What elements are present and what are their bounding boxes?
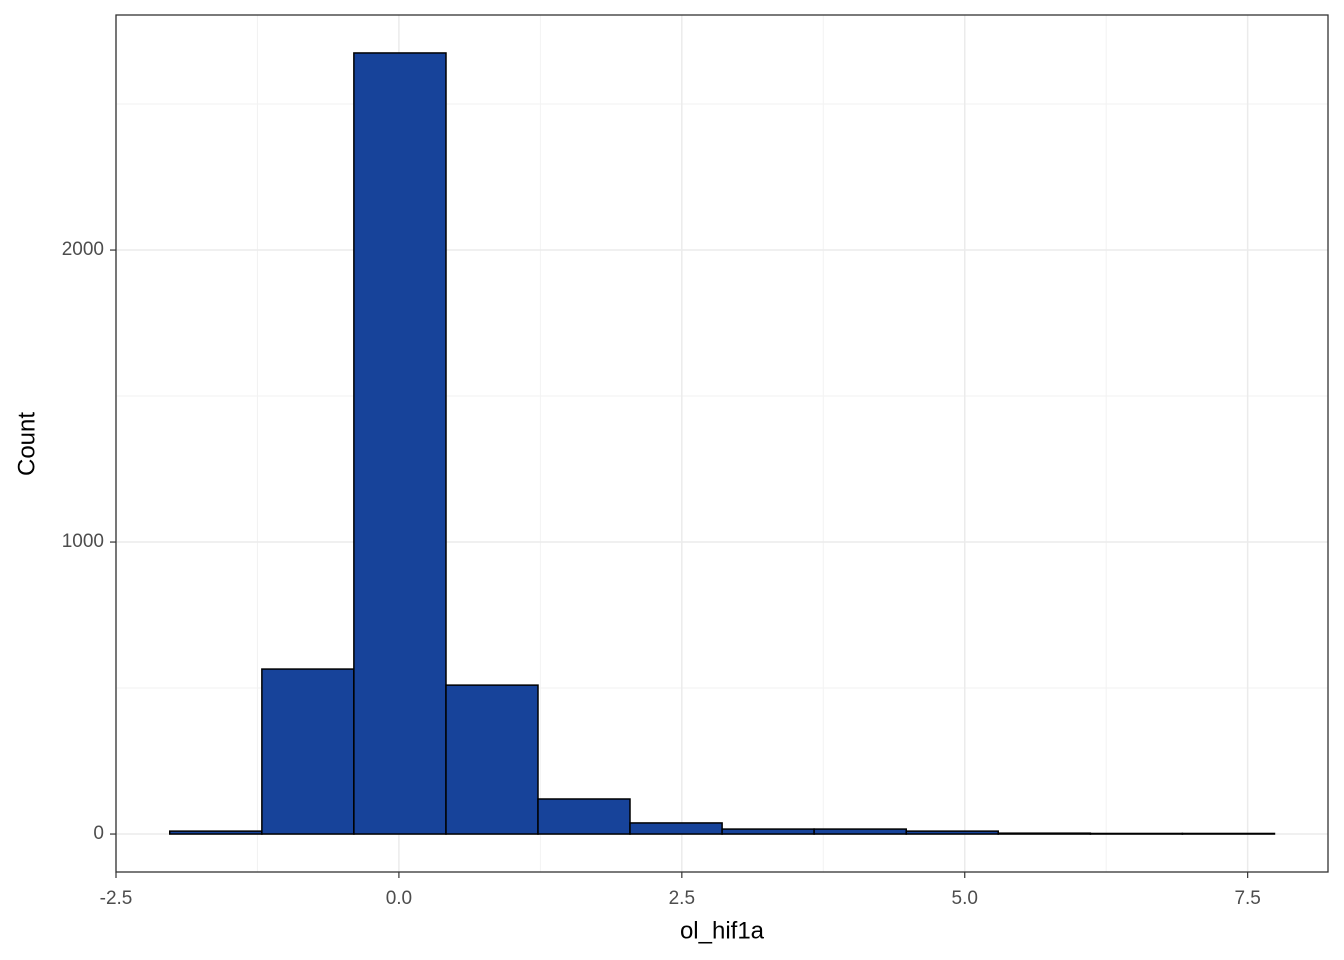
bar — [1089, 832, 1184, 835]
x-tick-label: 5.0 — [952, 888, 978, 909]
bar — [261, 668, 355, 835]
x-tick-label: 2.5 — [669, 888, 695, 909]
bar — [905, 830, 999, 835]
bar — [813, 828, 907, 835]
bar — [629, 822, 723, 835]
x-tick-label: 0.0 — [386, 888, 412, 909]
y-tick-label: 0 — [93, 823, 104, 844]
plot-border — [115, 14, 1329, 873]
x-axis-title: ol_hif1a — [680, 917, 765, 944]
bar — [169, 830, 263, 835]
bar — [445, 684, 539, 835]
bar — [997, 832, 1092, 835]
bar — [537, 798, 631, 835]
y-tick-label: 1000 — [62, 531, 104, 552]
bar — [721, 828, 815, 835]
bar — [353, 52, 447, 835]
y-axis-title: Count — [13, 412, 40, 476]
bar — [1181, 832, 1276, 835]
y-tick-label: 2000 — [62, 239, 104, 260]
x-tick-label: -2.5 — [100, 888, 133, 909]
x-tick-label: 7.5 — [1234, 888, 1260, 909]
